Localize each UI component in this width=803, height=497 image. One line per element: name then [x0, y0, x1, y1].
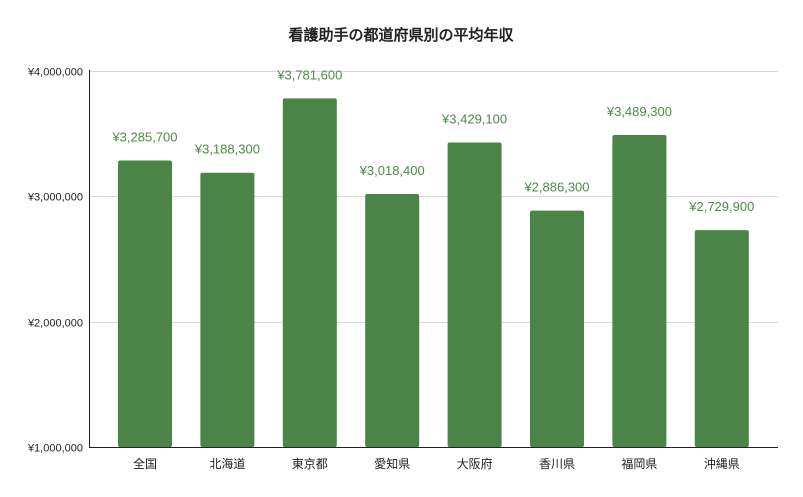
x-tick-label: 全国 [133, 456, 157, 471]
x-tick-label: 福岡県 [621, 456, 657, 471]
bar-4 [447, 142, 502, 447]
bar-6 [612, 135, 667, 447]
x-tick-label: 愛知県 [374, 457, 410, 471]
bar-5 [530, 210, 584, 447]
x-tick-label: 大阪府 [457, 456, 493, 471]
data-label: ¥3,429,100 [441, 112, 507, 127]
x-tick-label: 沖縄県 [704, 456, 740, 471]
bar-0 [118, 160, 172, 447]
x-tick-label: 香川県 [539, 457, 575, 471]
x-tick-label: 北海道 [209, 456, 245, 471]
data-label: ¥3,781,600 [276, 67, 342, 82]
y-tick-label: ¥1,000,000 [27, 443, 83, 455]
y-tick-label: ¥2,000,000 [27, 318, 83, 330]
bar-1 [200, 172, 255, 447]
data-label: ¥3,285,700 [111, 130, 177, 145]
data-label: ¥3,489,300 [606, 104, 672, 119]
bar-2 [282, 98, 337, 447]
y-tick-label: ¥3,000,000 [27, 192, 83, 204]
x-tick-label: 東京都 [292, 457, 328, 471]
chart-title: 看護助手の都道府県別の平均年収 [288, 26, 514, 44]
y-tick-label: ¥4,000,000 [27, 67, 83, 79]
bar-7 [694, 230, 749, 447]
data-label: ¥3,018,400 [359, 163, 425, 178]
data-label: ¥2,729,900 [688, 199, 754, 214]
bar-3 [365, 194, 420, 447]
data-label: ¥3,188,300 [194, 142, 260, 157]
data-label: ¥2,886,300 [523, 180, 589, 195]
